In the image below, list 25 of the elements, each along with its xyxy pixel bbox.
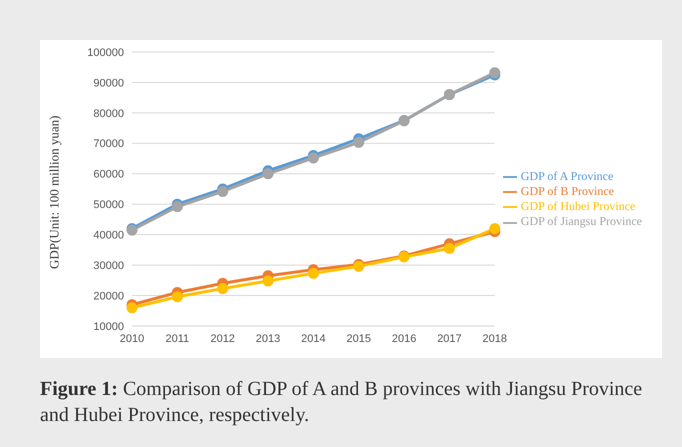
y-tick-label: 70000 <box>93 138 124 150</box>
x-tick-label: 2017 <box>437 332 462 345</box>
y-tick-label: 50000 <box>93 199 124 212</box>
x-tick-label: 2011 <box>166 332 190 345</box>
x-tick-label: 2014 <box>301 332 326 345</box>
y-tick-label: 80000 <box>93 108 124 120</box>
y-tick-label: 90000 <box>93 77 124 90</box>
y-tick-label: 30000 <box>93 260 124 272</box>
legend-label: GDP of B Province <box>520 184 614 198</box>
y-tick-label: 100000 <box>87 46 124 59</box>
x-tick-label: 2013 <box>256 332 280 345</box>
x-tick-label: 2015 <box>346 332 371 345</box>
x-tick-label: 2012 <box>210 332 235 345</box>
legend-label: GDP of Jiangsu Province <box>520 214 642 228</box>
y-tick-label: 40000 <box>93 230 124 242</box>
y-axis-title: GDP(Unit: 100 million yuan) <box>46 116 62 269</box>
legend-label: GDP of A Province <box>520 168 614 182</box>
x-tick-label: 2010 <box>120 332 144 345</box>
x-tick-label: 2018 <box>482 332 508 345</box>
y-tick-label: 10000 <box>93 320 124 333</box>
caption: Figure 1: Comparison of GDP of A and B provinces with Jiangsu Province and Hubei Province, respectively. <box>40 377 644 428</box>
legend-label: GDP of Hubei Province <box>520 199 636 213</box>
x-tick-label: 2016 <box>392 332 416 345</box>
y-tick-label: 20000 <box>93 290 124 302</box>
y-tick-label: 60000 <box>93 168 124 181</box>
